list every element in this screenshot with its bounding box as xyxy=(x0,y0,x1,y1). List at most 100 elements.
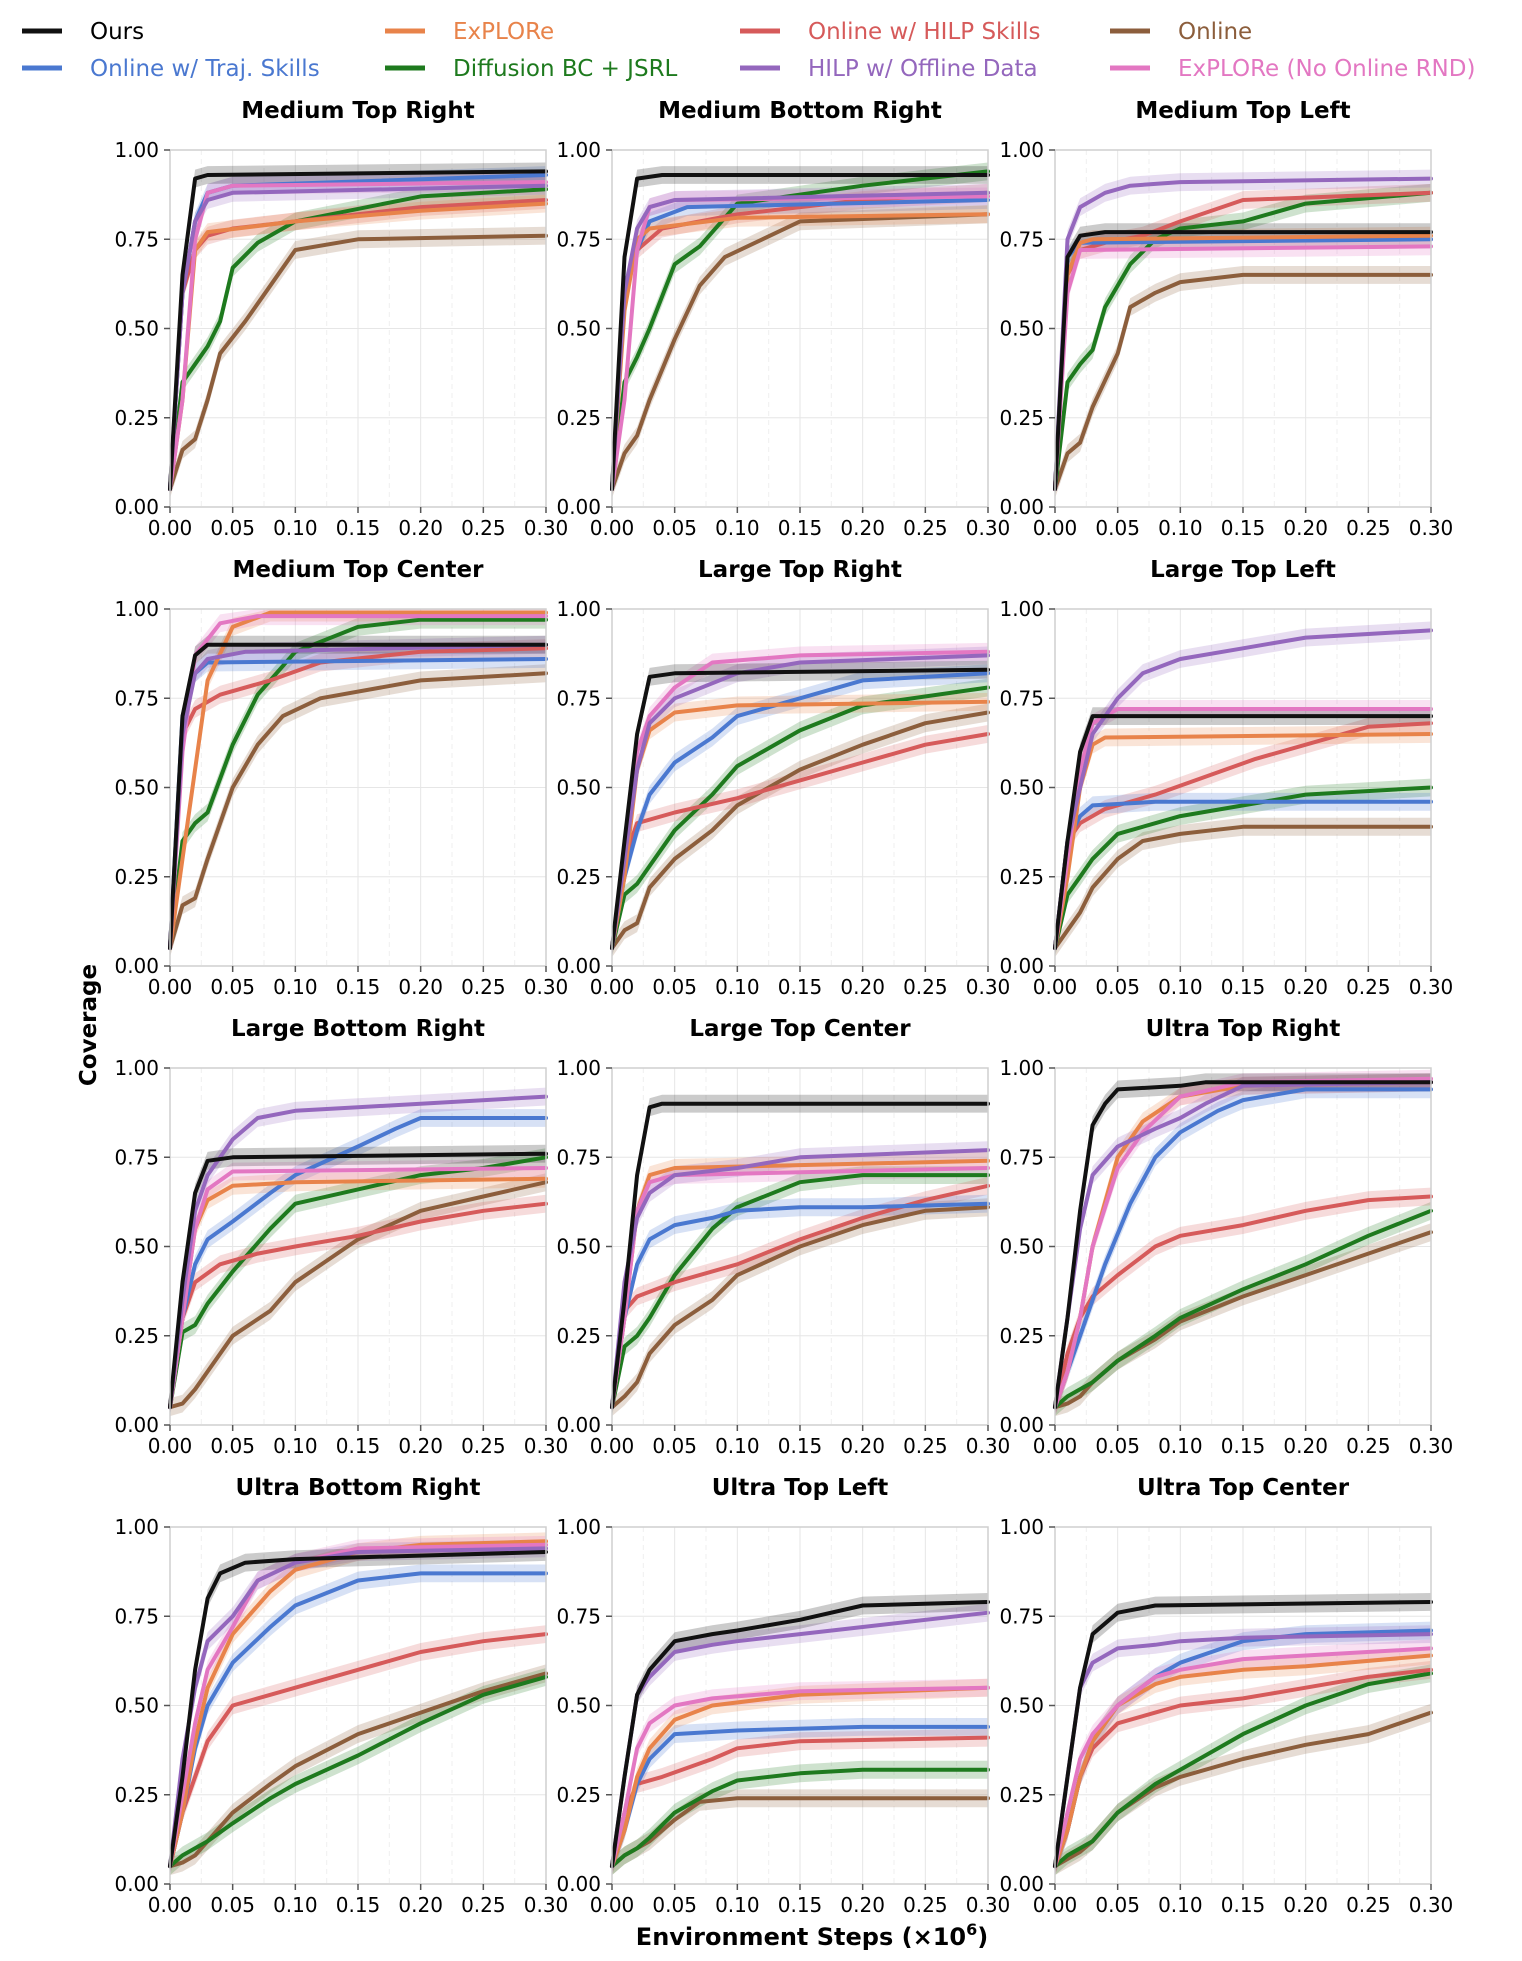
x-tick-label: 0.30 xyxy=(524,1893,569,1917)
legend-label-ours: Ours xyxy=(90,19,144,45)
series-line-ours xyxy=(168,1550,548,1869)
x-tick-label: 0.10 xyxy=(273,1434,318,1458)
x-tick-label: 0.30 xyxy=(1409,1434,1454,1458)
y-tick-label: 1.00 xyxy=(114,1515,159,1539)
y-tick-label: 0.25 xyxy=(114,1324,159,1348)
legend-entry-hilp_online: Online w/ HILP Skills xyxy=(740,19,1041,45)
x-tick-label: 0.20 xyxy=(840,1434,885,1458)
series-line-ours xyxy=(1053,1600,1433,1869)
series-line-explore_nornd xyxy=(1053,1646,1433,1869)
x-tick-label: 0.15 xyxy=(1221,516,1266,540)
x-tick-label: 0.00 xyxy=(590,1893,635,1917)
x-tick-label: 0.00 xyxy=(590,516,635,540)
y-tick-label: 0.25 xyxy=(999,1324,1044,1348)
series-line-dbc xyxy=(1053,190,1433,492)
x-tick-label: 0.00 xyxy=(1033,1893,1078,1917)
x-tick-label: 0.30 xyxy=(524,975,569,999)
x-tick-label: 0.25 xyxy=(903,516,948,540)
x-tick-label: 0.15 xyxy=(1221,975,1266,999)
x-tick-label: 0.10 xyxy=(1158,1893,1203,1917)
subplot-title: Large Top Center xyxy=(689,1016,911,1042)
y-tick-label: 0.50 xyxy=(999,1235,1044,1259)
series-line-traj xyxy=(1053,1087,1433,1410)
y-tick-label: 0.50 xyxy=(114,317,159,341)
x-tick-label: 0.25 xyxy=(1346,975,1391,999)
series-line-ours xyxy=(168,169,548,492)
series-band-hilp_online xyxy=(1055,1187,1431,1417)
y-tick-label: 1.00 xyxy=(556,1056,601,1080)
series-line-online xyxy=(1053,1230,1433,1410)
series-band-online xyxy=(1055,817,1431,958)
series-line-dbc xyxy=(1053,1671,1433,1869)
series-line-traj xyxy=(168,1116,548,1410)
y-tick-label: 0.00 xyxy=(999,1413,1044,1437)
legend-label-online: Online xyxy=(1178,19,1252,45)
subplot-title: Large Top Right xyxy=(698,557,902,583)
series-line-ours xyxy=(610,1101,990,1410)
legend-entry-online: Online xyxy=(1110,19,1252,45)
series-line-explore_nornd xyxy=(610,1685,990,1869)
x-tick-label: 0.05 xyxy=(1095,1434,1140,1458)
series-line-ours xyxy=(168,642,548,951)
x-tick-label: 0.10 xyxy=(1158,516,1203,540)
x-tick-label: 0.05 xyxy=(1095,975,1140,999)
y-tick-label: 1.00 xyxy=(999,597,1044,621)
x-tick-label: 0.00 xyxy=(148,1893,193,1917)
legend-entry-explore: ExPLORe xyxy=(385,19,554,45)
series-line-traj xyxy=(610,671,990,951)
legend-label-dbc: Diffusion BC + JSRL xyxy=(453,56,678,82)
series-band-traj xyxy=(1055,1080,1431,1417)
legend-entry-traj: Online w/ Traj. Skills xyxy=(22,56,320,82)
x-tick-label: 0.05 xyxy=(1095,1893,1140,1917)
series-band-explore_nornd xyxy=(170,1159,546,1417)
x-tick-label: 0.20 xyxy=(1283,975,1328,999)
series-band-dbc xyxy=(612,162,988,499)
y-tick-label: 1.00 xyxy=(999,138,1044,162)
x-tick-label: 0.10 xyxy=(273,516,318,540)
series-line-explore xyxy=(1053,1653,1433,1869)
series-line-ours xyxy=(1053,1080,1433,1410)
legend-label-explore: ExPLORe xyxy=(453,19,554,45)
x-tick-label: 0.00 xyxy=(148,516,193,540)
x-tick-label: 0.10 xyxy=(715,975,760,999)
series-line-dbc xyxy=(168,1155,548,1410)
y-axis-label: Coverage xyxy=(76,964,102,1086)
y-tick-label: 1.00 xyxy=(999,1056,1044,1080)
series-band-online xyxy=(612,1198,988,1417)
subplot-7: 0.00 0.05 0.10 0.15 0.20 0.25 0.30 0.00 0.25 0.50… xyxy=(556,1016,1010,1458)
x-tick-label: 0.00 xyxy=(590,1434,635,1458)
x-axis-label-main: Environment Steps (×10 xyxy=(636,1923,966,1951)
x-tick-label: 0.05 xyxy=(210,1434,255,1458)
y-tick-label: 0.25 xyxy=(556,406,601,430)
subplot-title: Large Bottom Right xyxy=(231,1016,485,1042)
subplot-title: Ultra Top Right xyxy=(1146,1016,1341,1042)
y-tick-label: 1.00 xyxy=(556,1515,601,1539)
series-line-explore_nornd xyxy=(168,180,548,492)
series-band-hilp_offline xyxy=(612,183,988,499)
x-tick-label: 0.20 xyxy=(1283,1893,1328,1917)
series-line-hilp_offline xyxy=(1053,176,1433,492)
x-tick-label: 0.20 xyxy=(1283,1434,1328,1458)
y-tick-label: 0.50 xyxy=(556,1235,601,1259)
subplot-title: Ultra Top Left xyxy=(712,1475,889,1501)
series-band-traj xyxy=(1055,1621,1431,1876)
series-line-explore xyxy=(168,610,548,951)
x-tick-label: 0.25 xyxy=(903,975,948,999)
x-tick-label: 0.05 xyxy=(652,1893,697,1917)
y-tick-label: 0.25 xyxy=(999,406,1044,430)
x-tick-label: 0.30 xyxy=(966,1893,1011,1917)
subplot-title: Medium Top Right xyxy=(241,98,475,124)
legend-label-traj: Online w/ Traj. Skills xyxy=(90,56,320,82)
series-line-hilp_offline xyxy=(610,653,990,951)
y-tick-label: 0.50 xyxy=(556,1694,601,1718)
series-band-hilp_online xyxy=(612,1728,988,1876)
series-band-hilp_online xyxy=(170,1625,546,1876)
y-tick-label: 0.75 xyxy=(556,227,601,251)
subplot-title: Medium Top Left xyxy=(1135,98,1350,124)
y-tick-label: 0.00 xyxy=(556,954,601,978)
series-line-hilp_offline xyxy=(168,1094,548,1410)
y-tick-label: 0.25 xyxy=(556,1324,601,1348)
x-axis-label-exponent: 6 xyxy=(966,1920,977,1939)
x-tick-label: 0.25 xyxy=(461,1893,506,1917)
series-band-hilp_online xyxy=(170,1194,546,1417)
